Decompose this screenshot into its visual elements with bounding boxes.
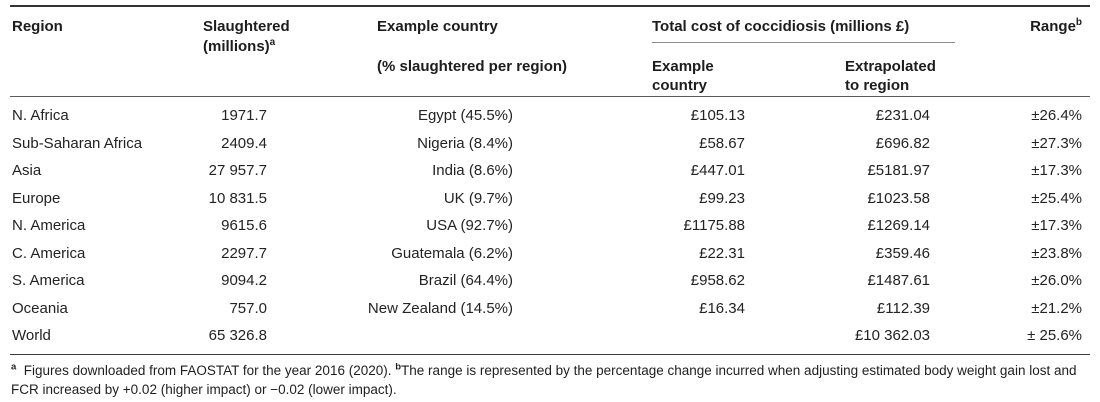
header-slaughtered-line2: (millions) bbox=[203, 38, 270, 55]
cell-cost-extrapolated: £10 362.03 bbox=[854, 327, 931, 345]
header-cost-example-country: Example country bbox=[520, 55, 750, 97]
header-region: Region bbox=[10, 6, 200, 97]
cell-range: ±17.3% bbox=[1031, 217, 1083, 235]
cell-cost-example: £16.34 bbox=[699, 299, 745, 317]
cell-region: N. Africa bbox=[12, 107, 69, 125]
cell-region: S. America bbox=[12, 272, 85, 290]
table-row: N. America 9615.6 USA (92.7%) £1175.88 £… bbox=[10, 212, 1090, 240]
cell-slaughtered: 2297.7 bbox=[221, 244, 267, 262]
cell-cost-extrapolated: £1269.14 bbox=[867, 217, 931, 235]
cell-cost-example bbox=[520, 322, 750, 354]
header-cost-example-label: Example country bbox=[652, 58, 714, 94]
cell-slaughtered: 27 957.7 bbox=[208, 162, 267, 180]
cell-example-country: India (8.6%) bbox=[432, 162, 513, 180]
cell-example-country: New Zealand (14.5%) bbox=[367, 299, 513, 317]
cell-cost-example: £99.23 bbox=[699, 189, 745, 207]
header-total-cost-label: Total cost of coccidiosis (millions £) bbox=[652, 18, 910, 35]
cell-region: Asia bbox=[12, 162, 42, 180]
cell-slaughtered: 65 326.8 bbox=[208, 327, 267, 345]
cell-cost-example: £958.62 bbox=[690, 272, 745, 290]
cell-cost-example: £22.31 bbox=[699, 244, 745, 262]
cell-cost-example: £1175.88 bbox=[683, 217, 745, 235]
cell-slaughtered: 2409.4 bbox=[221, 134, 267, 152]
table-row: Sub-Saharan Africa 2409.4 Nigeria (8.4%)… bbox=[10, 130, 1090, 158]
cell-slaughtered: 757.0 bbox=[229, 299, 267, 317]
header-example-country-label: Example country bbox=[377, 18, 498, 35]
cell-range: ±21.2% bbox=[1031, 299, 1083, 317]
header-example-country-subtext: (% slaughtered per region) bbox=[377, 58, 568, 75]
cell-slaughtered: 9094.2 bbox=[221, 272, 267, 290]
cell-region: World bbox=[12, 327, 51, 345]
table-header: Region Slaughtered (millions)a Example c… bbox=[10, 6, 1091, 97]
header-row-2: Example country Extrapolated to region bbox=[10, 55, 1090, 97]
footnote-text-a: Figures downloaded from FAOSTAT for the … bbox=[16, 362, 396, 378]
footnote-marker-b: b bbox=[1075, 17, 1083, 28]
header-extrapolated-line1: Extrapolated bbox=[845, 58, 936, 75]
cell-cost-extrapolated: £1487.61 bbox=[867, 272, 931, 290]
cell-cost-extrapolated: £1023.58 bbox=[867, 189, 931, 207]
header-region-label: Region bbox=[12, 18, 63, 35]
cell-example-country: Nigeria (8.4%) bbox=[417, 134, 513, 152]
cell-slaughtered: 1971.7 bbox=[221, 107, 267, 125]
cell-example-country: UK (9.7%) bbox=[443, 189, 513, 207]
table-row: N. Africa 1971.7 Egypt (45.5%) £105.13 £… bbox=[10, 97, 1090, 130]
cell-cost-extrapolated: £5181.97 bbox=[867, 162, 931, 180]
cell-cost-example: £58.67 bbox=[699, 134, 745, 152]
footnote-sup-a: a bbox=[11, 361, 17, 372]
table-row: Europe 10 831.5 UK (9.7%) £99.23 £1023.5… bbox=[10, 185, 1090, 213]
cell-example-country bbox=[310, 322, 520, 354]
cell-example-country: Guatemala (6.2%) bbox=[391, 244, 513, 262]
table-body: N. Africa 1971.7 Egypt (45.5%) £105.13 £… bbox=[10, 97, 1090, 355]
cell-example-country: Egypt (45.5%) bbox=[417, 107, 513, 125]
header-range: Rangeb bbox=[935, 6, 1090, 97]
cell-range: ±23.8% bbox=[1031, 244, 1083, 262]
table-row: C. America 2297.7 Guatemala (6.2%) £22.3… bbox=[10, 240, 1090, 268]
cell-cost-extrapolated: £359.46 bbox=[875, 244, 931, 262]
cell-slaughtered: 10 831.5 bbox=[208, 189, 267, 207]
header-range-label: Range bbox=[1030, 18, 1076, 35]
table-row: World 65 326.8 £10 362.03 ± 25.6% bbox=[10, 322, 1090, 354]
cell-example-country: USA (92.7%) bbox=[426, 217, 513, 235]
cell-cost-extrapolated: £696.82 bbox=[875, 134, 931, 152]
cell-region: Europe bbox=[12, 189, 61, 207]
cost-table-container: Region Slaughtered (millions)a Example c… bbox=[10, 5, 1091, 400]
group-header-rule bbox=[652, 42, 955, 43]
cell-range: ±27.3% bbox=[1031, 134, 1083, 152]
header-extrapolated: Extrapolated to region bbox=[750, 55, 936, 97]
cell-region: N. America bbox=[12, 217, 86, 235]
table-row: Oceania 757.0 New Zealand (14.5%) £16.34… bbox=[10, 295, 1090, 323]
header-slaughtered: Slaughtered (millions)a bbox=[200, 6, 310, 97]
cell-range: ±26.4% bbox=[1031, 107, 1083, 125]
cell-cost-example: £105.13 bbox=[690, 107, 745, 125]
coccidiosis-cost-table: Region Slaughtered (millions)a Example c… bbox=[10, 5, 1091, 355]
footnote-sup-b: b bbox=[395, 361, 402, 372]
cell-slaughtered: 9615.6 bbox=[221, 217, 267, 235]
cell-cost-extrapolated: £112.39 bbox=[876, 299, 931, 317]
footnote-marker-a: a bbox=[269, 37, 276, 48]
cell-region: C. America bbox=[12, 244, 86, 262]
cell-cost-example: £447.01 bbox=[690, 162, 745, 180]
cell-cost-extrapolated: £231.04 bbox=[875, 107, 931, 125]
table-row: S. America 9094.2 Brazil (64.4%) £958.62… bbox=[10, 267, 1090, 295]
cell-range: ±26.0% bbox=[1031, 272, 1083, 290]
header-example-country: Example country (% slaughtered per regio… bbox=[310, 6, 568, 97]
cell-range: ±17.3% bbox=[1031, 162, 1083, 180]
header-extrapolated-line2: to region bbox=[845, 77, 910, 94]
cell-region: Oceania bbox=[12, 299, 68, 317]
header-total-cost-group: Total cost of coccidiosis (millions £) bbox=[520, 6, 955, 55]
table-footnote: a Figures downloaded from FAOSTAT for th… bbox=[10, 361, 1089, 400]
cell-example-country: Brazil (64.4%) bbox=[418, 272, 513, 290]
footnote-text-b: The range is represented by the percenta… bbox=[11, 362, 1077, 398]
cell-region: Sub-Saharan Africa bbox=[12, 134, 143, 152]
header-slaughtered-line1: Slaughtered bbox=[203, 18, 290, 35]
cell-range: ± 25.6% bbox=[1027, 327, 1083, 345]
table-row: Asia 27 957.7 India (8.6%) £447.01 £5181… bbox=[10, 157, 1090, 185]
header-row-1: Region Slaughtered (millions)a Example c… bbox=[10, 6, 1090, 76]
cell-range: ±25.4% bbox=[1031, 189, 1083, 207]
